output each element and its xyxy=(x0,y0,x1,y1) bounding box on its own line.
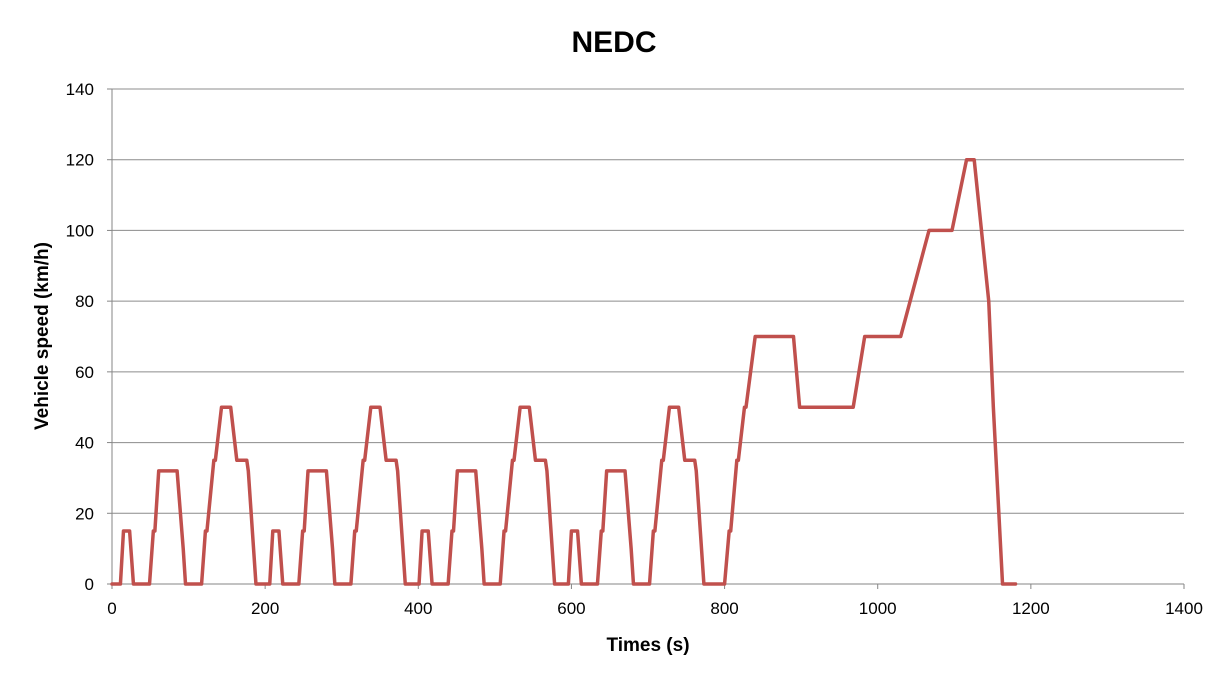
grid-lines xyxy=(112,88,1184,514)
x-axis-ticks: 0 200 400 600 800 1000 1200 1400 xyxy=(107,584,1203,618)
y-tick-label: 0 xyxy=(85,575,94,594)
y-tick-label: 60 xyxy=(75,363,94,382)
x-tick-label: 0 xyxy=(107,599,116,618)
y-axis-ticks: 0 20 40 60 80 100 120 140 xyxy=(66,80,112,594)
axes xyxy=(111,89,1184,585)
x-tick-label: 1200 xyxy=(1012,599,1050,618)
x-tick-label: 1000 xyxy=(859,599,897,618)
x-tick-label: 400 xyxy=(404,599,432,618)
x-tick-label: 800 xyxy=(710,599,738,618)
chart-title: NEDC xyxy=(571,26,656,59)
x-tick-label: 1400 xyxy=(1165,599,1203,618)
x-axis-title: Times (s) xyxy=(606,635,689,656)
x-tick-label: 200 xyxy=(251,599,279,618)
series-group xyxy=(110,157,1018,586)
y-tick-label: 80 xyxy=(75,292,94,311)
series-line-0 xyxy=(110,157,1018,586)
y-tick-label: 120 xyxy=(66,151,94,170)
y-tick-label: 100 xyxy=(66,221,94,240)
x-tick-label: 600 xyxy=(557,599,585,618)
y-tick-label: 20 xyxy=(75,504,94,523)
y-tick-label: 140 xyxy=(66,80,94,99)
y-tick-label: 40 xyxy=(75,434,94,453)
y-axis-title: Vehicle speed (km/h) xyxy=(32,242,53,430)
